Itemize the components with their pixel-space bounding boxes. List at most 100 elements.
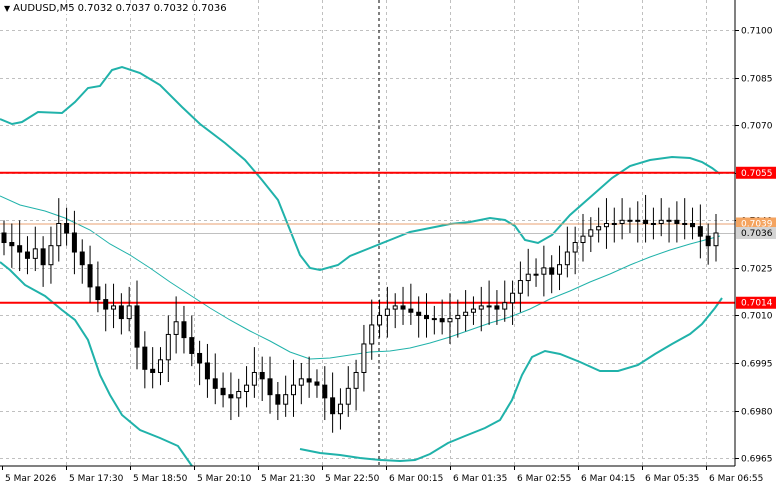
candle (17, 220, 23, 272)
price-tick-label: 0.7085 (741, 75, 773, 85)
candle-body (267, 378, 273, 396)
candle (71, 210, 77, 275)
price-tick-label: 0.6980 (741, 408, 773, 418)
candle (24, 236, 30, 275)
dropdown-arrow-icon[interactable]: ▼ (4, 3, 11, 13)
candle-body (322, 384, 328, 399)
candle-body (549, 267, 555, 275)
candle-body (283, 394, 289, 405)
candle (697, 204, 703, 259)
candle-body (181, 321, 187, 339)
candle (478, 286, 484, 332)
time-tick-label: 5 Mar 17:30 (69, 474, 124, 484)
candle-body (118, 305, 124, 320)
candle-body (48, 245, 54, 266)
candle (588, 217, 594, 253)
candle-body (142, 346, 148, 370)
candle (564, 226, 570, 278)
candle-body (95, 286, 101, 301)
candle-body (713, 232, 719, 247)
candle (361, 324, 367, 392)
candle-body (259, 371, 265, 380)
time-tick-label: 6 Mar 02:55 (517, 474, 571, 484)
candle (126, 286, 132, 332)
candle (330, 372, 336, 433)
candle (455, 299, 461, 338)
time-tick-label: 5 Mar 21:30 (261, 474, 316, 484)
candle-body (690, 222, 696, 228)
candle-body (337, 403, 343, 415)
candle (150, 347, 156, 389)
bollinger-lower-band-continued (299, 297, 723, 463)
candle-body (510, 292, 516, 304)
candle-body (424, 314, 430, 320)
candle (619, 198, 625, 240)
candle (549, 255, 555, 294)
candle-body (204, 362, 210, 380)
candle-body (189, 337, 195, 354)
price-tick-label: 0.6995 (741, 360, 773, 370)
candle (682, 198, 688, 240)
candle-body (298, 378, 304, 386)
candle-body (486, 305, 492, 308)
candle (267, 356, 273, 414)
candle (447, 293, 453, 344)
candle (557, 245, 563, 291)
candle (470, 296, 476, 325)
candle (118, 293, 124, 335)
candle (650, 207, 656, 240)
candle (283, 375, 289, 417)
candle-body (447, 318, 453, 323)
candle-body (384, 308, 390, 316)
candle-body (697, 226, 703, 237)
candle (197, 340, 203, 386)
candle-body (330, 397, 336, 415)
reference-price-badge (736, 217, 776, 230)
candle (377, 299, 383, 338)
candle-body (64, 222, 70, 234)
candle (95, 261, 101, 313)
candle-body (603, 222, 609, 228)
candle-body (361, 343, 367, 373)
candle-body (627, 219, 633, 222)
candle (674, 201, 680, 243)
candle-body (564, 251, 570, 266)
candle (9, 223, 15, 268)
candle (220, 372, 226, 408)
reference-price-label: 0.7039 (741, 219, 773, 229)
price-tick-label: 0.7100 (741, 27, 773, 37)
symbol-timeframe: AUDUSD,M5 (13, 3, 75, 14)
candle-body (353, 371, 359, 389)
candle-body (705, 235, 711, 247)
candle-body (79, 251, 85, 266)
candle (572, 226, 578, 275)
close-value: 0.7036 (191, 3, 227, 14)
candle-body (275, 394, 281, 405)
candle-body (682, 222, 688, 225)
time-tick-label: 6 Mar 00:15 (389, 474, 443, 484)
candle-body (150, 368, 156, 373)
time-tick-label: 6 Mar 01:35 (453, 474, 507, 484)
high-value: 0.7037 (115, 3, 151, 14)
candle-body (251, 371, 257, 386)
candle (431, 305, 437, 335)
candle (134, 280, 140, 370)
price-tick-label: 0.7025 (741, 265, 773, 275)
price-axis[interactable]: 0.71000.70850.70700.70550.70400.70250.70… (735, 27, 773, 465)
candle-body (439, 318, 445, 323)
horizontal-levels[interactable] (0, 171, 735, 304)
candle-body (134, 305, 140, 348)
moving-average-line (0, 195, 721, 360)
candle-body (103, 299, 109, 310)
candle (181, 305, 187, 354)
candle (596, 207, 602, 243)
candle-body (416, 311, 422, 316)
candle (165, 315, 171, 382)
time-axis[interactable]: 5 Mar 2026 5 Mar 17:30 5 Mar 18:50 5 Mar 20… (2, 466, 764, 484)
candle (533, 258, 539, 287)
candle (643, 194, 649, 243)
candle (400, 286, 406, 325)
